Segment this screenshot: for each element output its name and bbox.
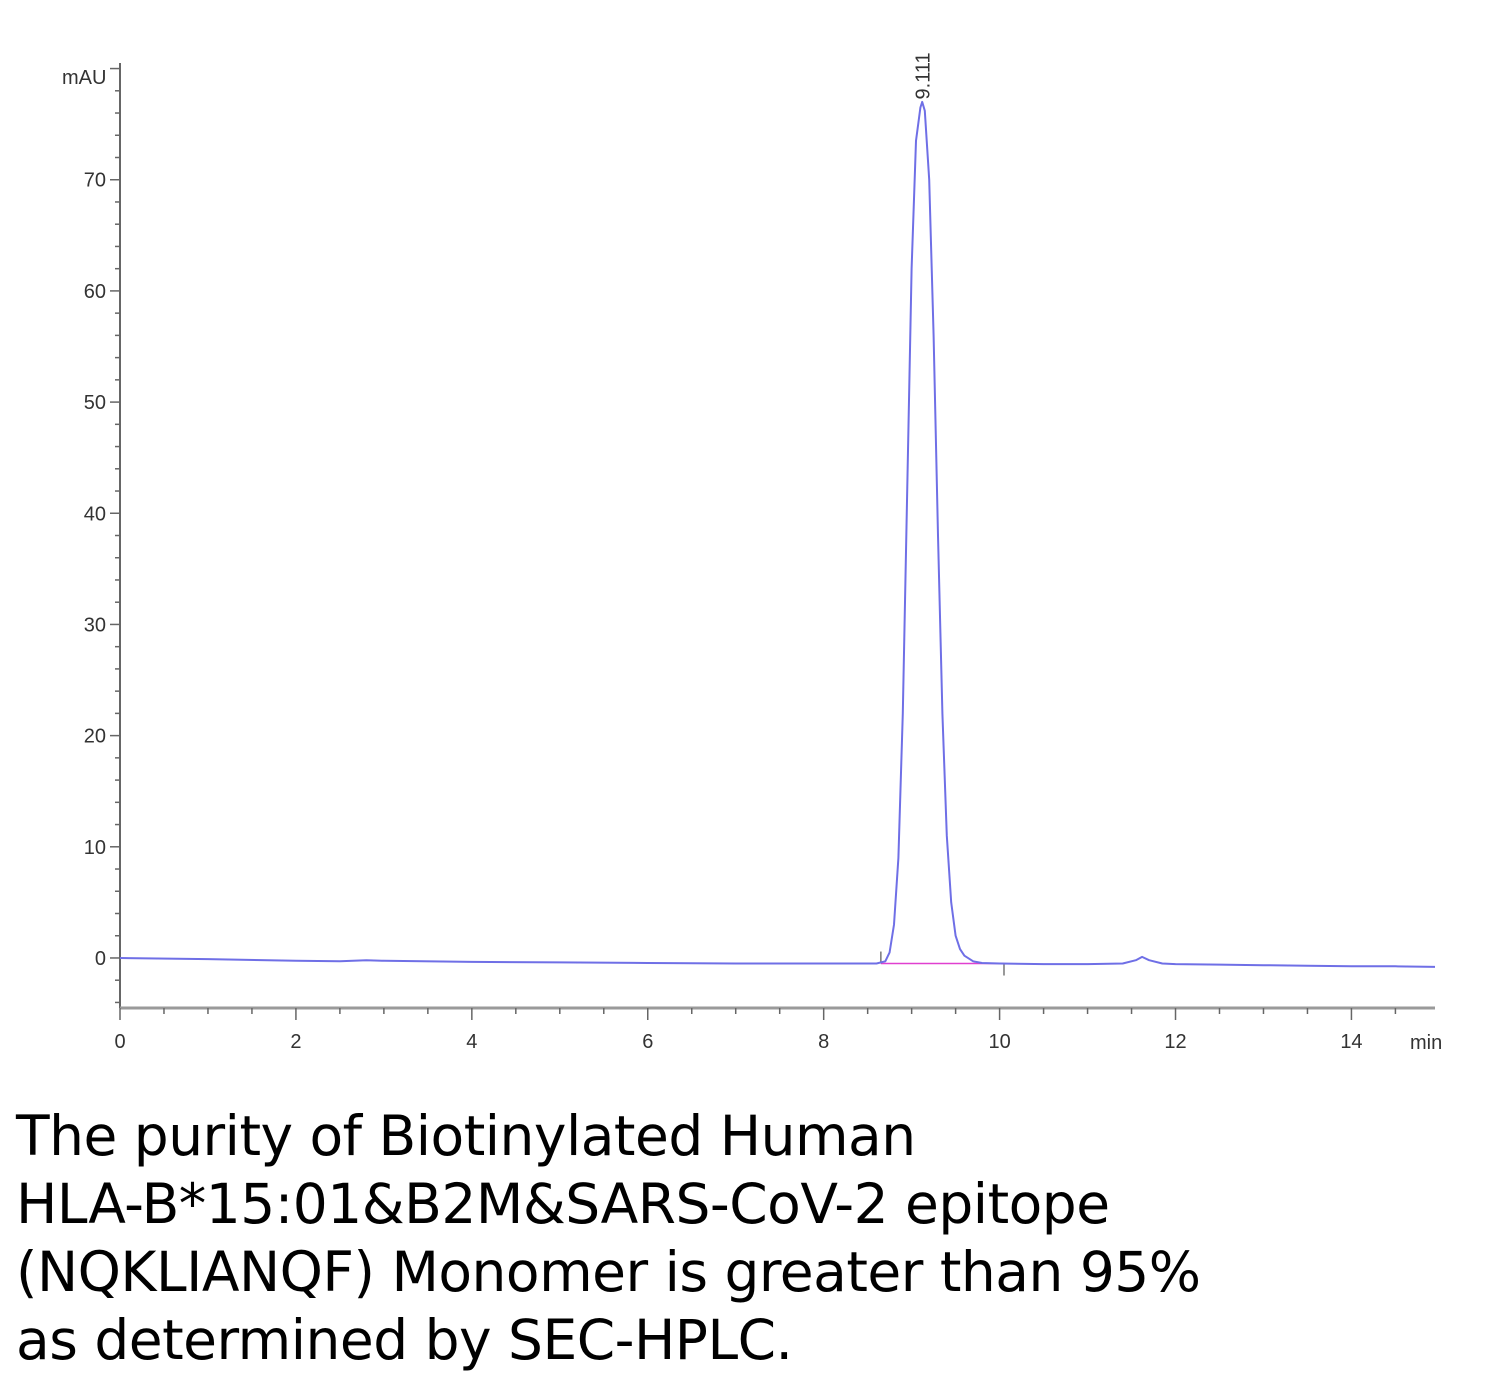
y-tick-label: 0: [95, 948, 106, 970]
caption-line: (NQKLIANQF) Monomer is greater than 95%: [16, 1240, 1201, 1304]
caption-line: The purity of Biotinylated Human: [16, 1104, 916, 1168]
y-axis: 0 10 20 30 40 50 60 70: [84, 63, 121, 1008]
y-tick-label: 60: [84, 281, 106, 303]
peak-retention-label: 9.111: [912, 52, 934, 99]
x-axis-unit-label: min: [1410, 1032, 1442, 1054]
caption-line: HLA-B*15:01&B2M&SARS-CoV-2 epitope: [16, 1172, 1110, 1236]
y-tick-label: 50: [84, 392, 106, 414]
x-tick-label: 14: [1340, 1031, 1362, 1053]
x-tick-label: 12: [1164, 1031, 1186, 1053]
x-tick-label: 2: [290, 1031, 301, 1053]
caption-line: as determined by SEC-HPLC.: [16, 1308, 793, 1372]
y-tick-label: 40: [84, 503, 106, 525]
y-tick-label: 10: [84, 837, 106, 859]
y-tick-label: 30: [84, 614, 106, 636]
figure-caption: The purity of Biotinylated Human HLA-B*1…: [16, 1102, 1486, 1374]
plot-marks: 9.111: [119, 52, 1436, 976]
y-tick-label: 70: [84, 170, 106, 192]
chromatogram-trace: [119, 100, 1436, 968]
chromatogram-svg: 0 10 20 30 40 50 60 70 0 2 4 6 8 10 12 14 9.111 mAU mi…: [62, 52, 1442, 1054]
x-tick-label: 4: [466, 1031, 477, 1053]
y-axis-unit-label: mAU: [62, 67, 106, 89]
y-tick-label: 20: [84, 726, 106, 748]
x-tick-label: 6: [642, 1031, 653, 1053]
x-tick-label: 10: [988, 1031, 1010, 1053]
x-axis: 0 2 4 6 8 10 12 14: [114, 1006, 1435, 1053]
chromatogram-chart: 0 10 20 30 40 50 60 70 0 2 4 6 8 10 12 14 9.111 mAU mi…: [62, 52, 1442, 1054]
x-tick-label: 0: [114, 1031, 125, 1053]
x-tick-label: 8: [818, 1031, 829, 1053]
